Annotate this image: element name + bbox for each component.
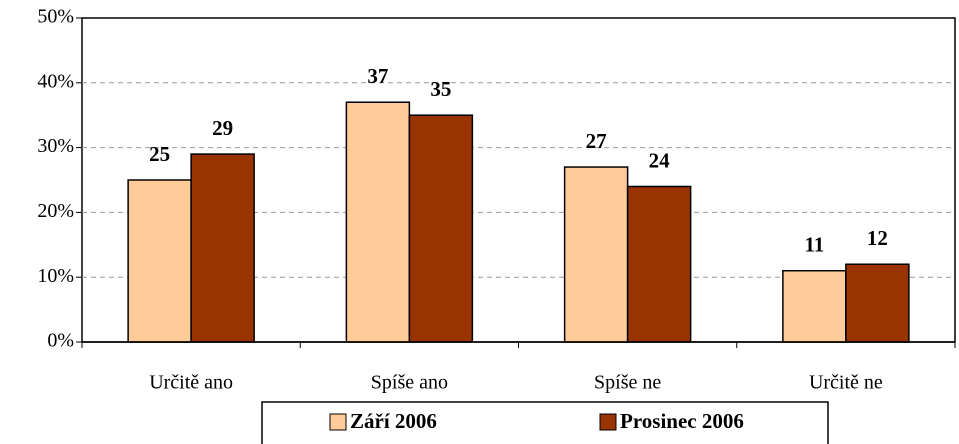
data-label: 25 [149, 142, 170, 166]
bar [782, 269, 847, 343]
y-tick-label: 10% [37, 265, 74, 287]
bar [345, 101, 411, 343]
x-tick-label: Spíše ne [594, 372, 661, 394]
bar [845, 263, 910, 343]
y-tick-label: 20% [37, 200, 74, 222]
bar [190, 153, 255, 343]
y-tick-label: 50% [37, 6, 74, 28]
y-tick-label: 30% [37, 135, 74, 157]
y-tick-label: 40% [37, 70, 74, 92]
x-tick-label: Spíše ano [371, 372, 448, 394]
legend-label: Prosinec 2006 [620, 409, 744, 433]
x-tick-label: Určitě ano [149, 372, 233, 394]
data-label: 35 [430, 77, 451, 101]
legend-swatch [599, 413, 617, 431]
data-label: 27 [586, 129, 607, 153]
data-label: 11 [804, 233, 824, 257]
x-tick-label: Určitě ne [809, 372, 883, 394]
bar [408, 114, 474, 343]
data-label: 29 [212, 116, 233, 140]
legend-swatch [329, 413, 347, 431]
bar [127, 179, 192, 343]
legend-label: Září 2006 [350, 409, 437, 433]
data-label: 37 [367, 64, 388, 88]
data-label: 24 [649, 148, 671, 172]
legend-box [261, 401, 829, 444]
bar [626, 185, 692, 343]
y-tick-label: 0% [47, 330, 74, 352]
data-label: 12 [867, 226, 888, 250]
bar [563, 166, 629, 343]
